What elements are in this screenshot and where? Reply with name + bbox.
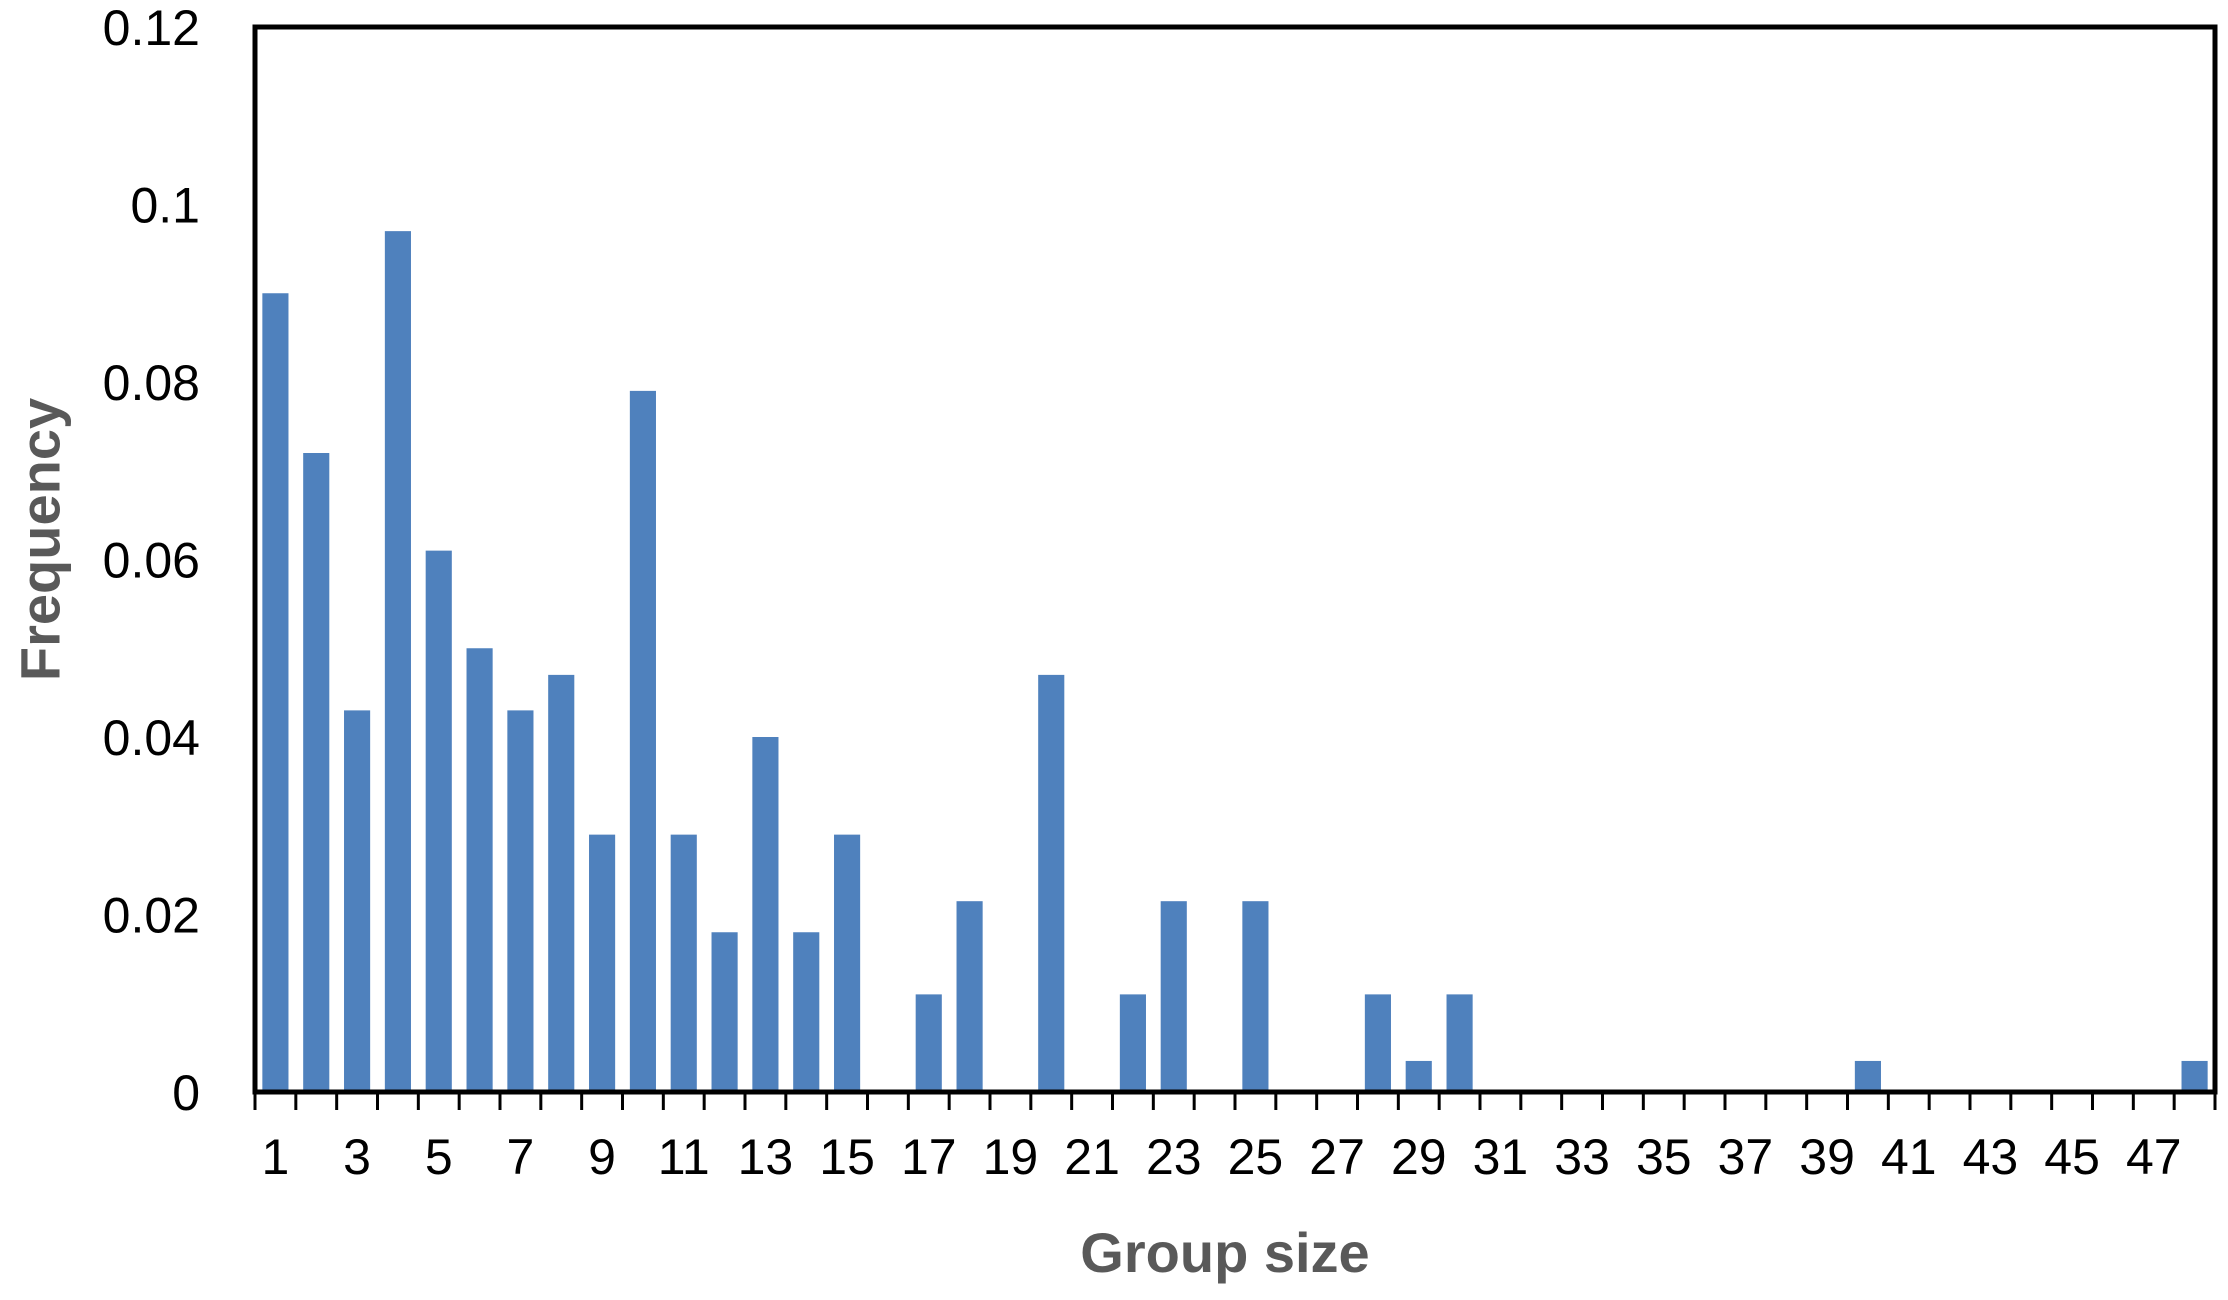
x-axis-title: Group size bbox=[1080, 1221, 1369, 1284]
bar-11 bbox=[670, 834, 697, 1093]
x-tick-label-45: 45 bbox=[2044, 1129, 2100, 1185]
bar-1 bbox=[262, 293, 289, 1092]
x-tick-label-11: 11 bbox=[658, 1129, 710, 1185]
bar-18 bbox=[956, 901, 983, 1092]
x-tick-label-3: 3 bbox=[343, 1129, 371, 1185]
y-tick-label-0.04: 0.04 bbox=[103, 710, 200, 766]
y-axis-tick-labels: 0 0.02 0.04 0.06 0.08 0.1 0.12 bbox=[103, 0, 200, 1121]
x-tick-label-41: 41 bbox=[1881, 1129, 1937, 1185]
bar-13 bbox=[752, 737, 779, 1092]
x-tick-label-37: 37 bbox=[1718, 1129, 1774, 1185]
x-tick-label-9: 9 bbox=[588, 1129, 616, 1185]
y-tick-label-0.06: 0.06 bbox=[103, 533, 200, 589]
bar-8 bbox=[548, 674, 575, 1093]
x-tick-label-7: 7 bbox=[507, 1129, 535, 1185]
bar-7 bbox=[507, 710, 534, 1093]
bar-3 bbox=[344, 710, 371, 1093]
y-axis-title: Frequency bbox=[9, 398, 72, 681]
bar-15 bbox=[834, 834, 861, 1093]
bar-6 bbox=[466, 648, 493, 1092]
bar-2 bbox=[303, 453, 330, 1092]
y-tick-label-0.02: 0.02 bbox=[103, 888, 200, 944]
bars-layer bbox=[262, 231, 2208, 1093]
bar-17 bbox=[915, 994, 942, 1093]
bar-5 bbox=[425, 550, 452, 1093]
x-tick-label-43: 43 bbox=[1963, 1129, 2019, 1185]
x-tick-label-13: 13 bbox=[738, 1129, 794, 1185]
x-tick-label-1: 1 bbox=[262, 1129, 290, 1185]
y-tick-label-0.1: 0.1 bbox=[130, 178, 200, 234]
x-axis-ticks bbox=[253, 1092, 2217, 1110]
bar-23 bbox=[1160, 901, 1187, 1092]
x-tick-label-33: 33 bbox=[1554, 1129, 1610, 1185]
x-tick-label-19: 19 bbox=[983, 1129, 1039, 1185]
y-tick-label-0: 0 bbox=[172, 1065, 200, 1121]
bar-48 bbox=[2181, 1060, 2208, 1092]
bar-25 bbox=[1242, 901, 1269, 1092]
x-tick-label-25: 25 bbox=[1228, 1129, 1284, 1185]
x-tick-label-27: 27 bbox=[1309, 1129, 1365, 1185]
x-tick-label-15: 15 bbox=[819, 1129, 875, 1185]
x-tick-label-23: 23 bbox=[1146, 1129, 1202, 1185]
bar-10 bbox=[629, 390, 656, 1093]
x-tick-label-39: 39 bbox=[1799, 1129, 1855, 1185]
bar-40 bbox=[1854, 1060, 1881, 1092]
x-tick-label-29: 29 bbox=[1391, 1129, 1447, 1185]
bar-29 bbox=[1405, 1060, 1432, 1092]
y-tick-label-0.12: 0.12 bbox=[103, 0, 200, 56]
bar-30 bbox=[1446, 994, 1473, 1093]
y-tick-label-0.08: 0.08 bbox=[103, 355, 200, 411]
bar-22 bbox=[1119, 994, 1146, 1093]
x-tick-label-17: 17 bbox=[901, 1129, 957, 1185]
bar-12 bbox=[711, 932, 738, 1092]
bar-14 bbox=[793, 932, 820, 1092]
x-tick-label-5: 5 bbox=[425, 1129, 453, 1185]
bar-4 bbox=[384, 231, 411, 1093]
x-tick-label-47: 47 bbox=[2126, 1129, 2182, 1185]
bar-28 bbox=[1364, 994, 1391, 1093]
x-axis-tick-labels: 1 3 5 7 9 11 13 15 17 19 21 23 25 27 29 31 33 35 37 39 41 43 4… bbox=[262, 1129, 2182, 1185]
x-tick-label-35: 35 bbox=[1636, 1129, 1692, 1185]
x-tick-label-31: 31 bbox=[1473, 1129, 1529, 1185]
x-tick-label-21: 21 bbox=[1064, 1129, 1120, 1185]
bar-9 bbox=[589, 834, 616, 1093]
bar-20 bbox=[1038, 674, 1065, 1093]
